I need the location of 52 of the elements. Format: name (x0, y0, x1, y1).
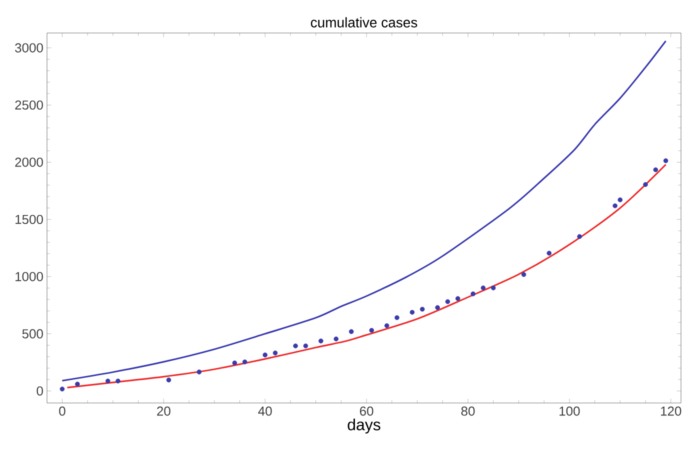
x-tick-label: 100 (560, 406, 580, 416)
point (293, 344, 298, 348)
y-tick-label: 2500 (15, 100, 43, 110)
y-tick-label: 2000 (15, 158, 43, 167)
point (470, 291, 476, 296)
point (262, 352, 268, 358)
x-tick-label: 80 (461, 406, 475, 416)
point (490, 286, 496, 290)
point (521, 272, 526, 277)
point (166, 378, 172, 382)
point (420, 306, 425, 312)
x-tick-label: 60 (360, 406, 374, 416)
point (369, 328, 374, 333)
point (546, 250, 552, 256)
point (75, 382, 80, 387)
x-tick-label: 120 (660, 406, 682, 416)
point (435, 305, 440, 310)
point (196, 370, 202, 374)
point (643, 182, 648, 187)
point (480, 286, 486, 290)
x-tick-label: 20 (157, 406, 170, 416)
line-series (61, 40, 667, 382)
point (663, 158, 668, 164)
point (242, 360, 248, 364)
point (303, 344, 308, 348)
y-tick-label: 500 (22, 329, 43, 338)
x-axis-title: days (348, 418, 380, 434)
point (653, 167, 658, 172)
chart-title: cumulative cases (310, 17, 418, 28)
y-tick-label: 1500 (16, 214, 43, 224)
y-tick-label: 3000 (15, 43, 43, 52)
x-tick-label: 0 (59, 406, 66, 416)
point (116, 378, 120, 384)
point (618, 197, 623, 202)
point (577, 234, 582, 239)
point (232, 360, 238, 366)
point (455, 296, 460, 301)
point (348, 329, 354, 334)
line-series (66, 164, 667, 388)
y-tick-label: 1000 (16, 272, 43, 282)
point (60, 386, 65, 392)
y-tick-label: 0 (36, 386, 43, 396)
x-tick-label: 40 (258, 406, 272, 416)
point (410, 310, 415, 315)
point (105, 378, 110, 384)
point (445, 299, 450, 304)
point (272, 350, 278, 356)
point (394, 315, 400, 320)
point (334, 336, 339, 342)
point (318, 338, 324, 344)
point (384, 323, 390, 328)
point (612, 203, 618, 208)
